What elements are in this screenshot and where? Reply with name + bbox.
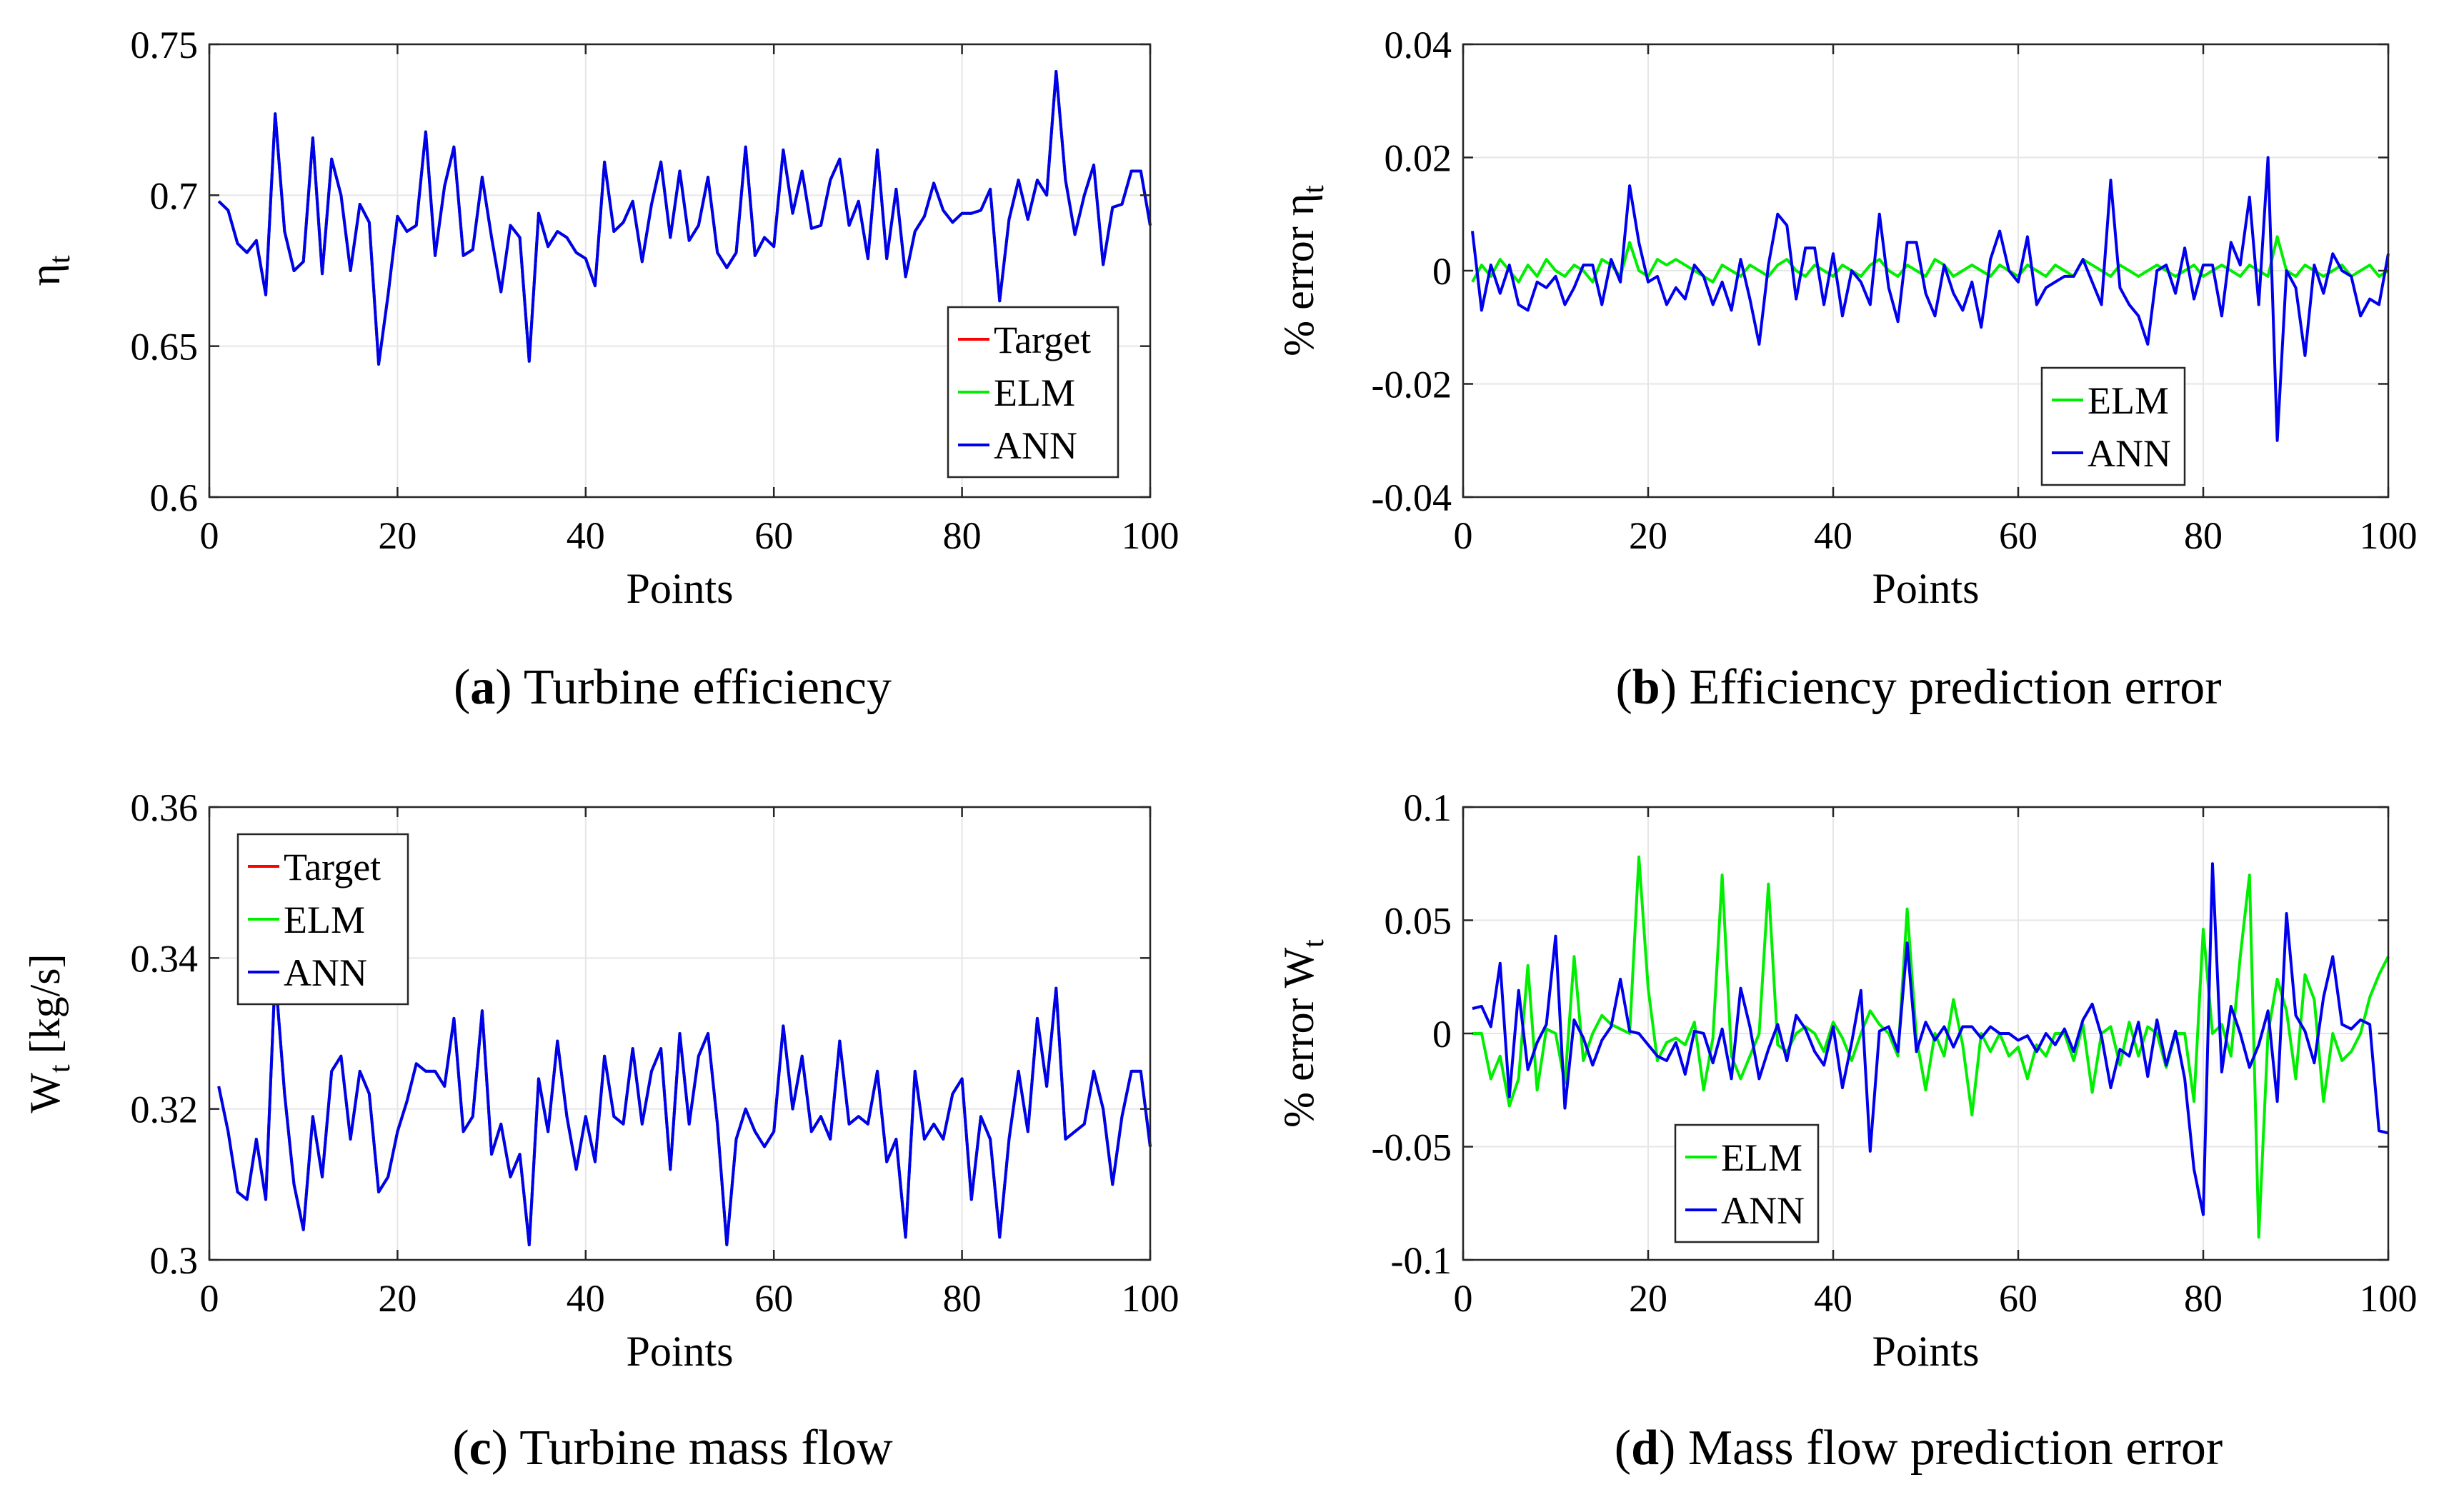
panel-caption: (c) Turbine mass flow [452,1421,893,1476]
legend-label-target: Target [994,319,1091,361]
axes-box [208,806,1152,1261]
x-tick-label: 0 [1454,514,1473,557]
x-tick-label: 20 [378,1277,417,1320]
legend-box [2040,366,2186,486]
x-tick-label: 80 [943,1277,982,1320]
y-axis-title: ηt [21,255,76,286]
panel-caption: (d) Mass flow prediction error [1615,1421,2223,1476]
chart-panel-d: 0 20 40 60 80 100 -0.1 -0.05 0 0.05 0.1 Points % err… [1275,786,2418,1476]
y-axis-title: % error Wt [1275,939,1330,1128]
x-tick-label: 100 [2360,1277,2418,1320]
x-axis-title: Points [626,565,733,612]
legend: ELM ANN [1674,1123,1820,1243]
series-line-ann [217,70,1152,366]
x-tick-label: 40 [567,514,605,557]
series-line-ann [1470,156,2390,442]
legend-label-target: Target [284,846,381,888]
y-axis-title: % error ηt [1275,185,1330,356]
y-tick-label: 0.6 [150,476,199,519]
panel-caption: (b) Efficiency prediction error [1615,660,2221,715]
y-tick-label: 0.1 [1404,786,1452,829]
y-axis-title: Wt [kg/s] [21,953,76,1113]
x-tick-label: 80 [2184,514,2223,557]
y-tick-label: 0.3 [150,1239,199,1282]
series-line-ann [217,971,1152,1246]
chart-panel-c: 0 20 40 60 80 100 0.3 0.32 0.34 0.36 Points Wt [kg/… [21,786,1179,1476]
x-tick-label: 40 [1814,1277,1852,1320]
y-tick-label: 0 [1432,1013,1452,1056]
legend-label-elm: ELM [284,898,365,941]
y-tick-label: 0 [1432,250,1452,293]
chart-panel-b: 0 20 40 60 80 100 -0.04 -0.02 0 0.02 0.04 Points % e… [1275,24,2418,715]
x-tick-label: 40 [1814,514,1852,557]
x-tick-label: 60 [754,1277,793,1320]
x-tick-label: 60 [1999,1277,2038,1320]
legend-label-elm: ELM [994,371,1075,414]
x-tick-label: 100 [2360,514,2418,557]
legend: Target ELM ANN [947,306,1119,479]
legend-label-elm: ELM [1721,1136,1802,1179]
y-tick-label: 0.04 [1385,24,1452,66]
panel-caption: (a) Turbine efficiency [454,660,892,715]
y-tick-label: 0.65 [131,326,199,369]
y-tick-label: 0.32 [131,1088,199,1131]
series-line-elm [1471,235,2390,284]
y-tick-label: 0.34 [131,937,199,980]
x-tick-label: 20 [1629,1277,1667,1320]
x-tick-label: 0 [200,514,219,557]
series-line-elm [1472,855,2390,1239]
y-tick-label: -0.04 [1372,476,1452,519]
y-tick-label: 0.36 [131,786,199,829]
x-tick-label: 40 [567,1277,605,1320]
y-tick-label: 0.05 [1385,900,1452,943]
axes-box [208,43,1152,499]
x-tick-label: 80 [943,514,982,557]
y-tick-label: -0.02 [1372,364,1452,406]
legend-label-ann: ANN [994,424,1077,467]
x-tick-label: 60 [1999,514,2038,557]
y-tick-label: 0.75 [131,24,199,66]
legend-label-ann: ANN [1721,1189,1805,1232]
y-tick-label: -0.1 [1391,1239,1452,1282]
x-axis-title: Points [1872,565,1979,612]
legend: Target ELM ANN [236,833,409,1006]
x-tick-label: 20 [378,514,417,557]
x-axis-title: Points [1872,1328,1979,1375]
x-tick-label: 80 [2184,1277,2223,1320]
x-tick-label: 0 [1454,1277,1473,1320]
x-tick-label: 0 [200,1277,219,1320]
x-tick-label: 100 [1122,514,1179,557]
legend-label-ann: ANN [2088,432,2171,475]
x-axis-title: Points [626,1328,733,1375]
legend: ELM ANN [2040,366,2186,486]
legend-label-ann: ANN [284,951,367,994]
x-tick-label: 60 [754,514,793,557]
y-tick-label: -0.05 [1372,1126,1452,1169]
y-tick-label: 0.7 [150,174,199,217]
legend-box [1674,1123,1820,1243]
x-tick-label: 100 [1122,1277,1179,1320]
series-line-ann [1472,862,2389,1216]
chart-panel-a: 0 20 40 60 80 100 0.6 0.65 0.7 0.75 Points ηt Target… [21,24,1179,715]
y-tick-label: 0.02 [1385,137,1452,180]
legend-label-elm: ELM [2088,379,2169,422]
x-tick-label: 20 [1629,514,1667,557]
